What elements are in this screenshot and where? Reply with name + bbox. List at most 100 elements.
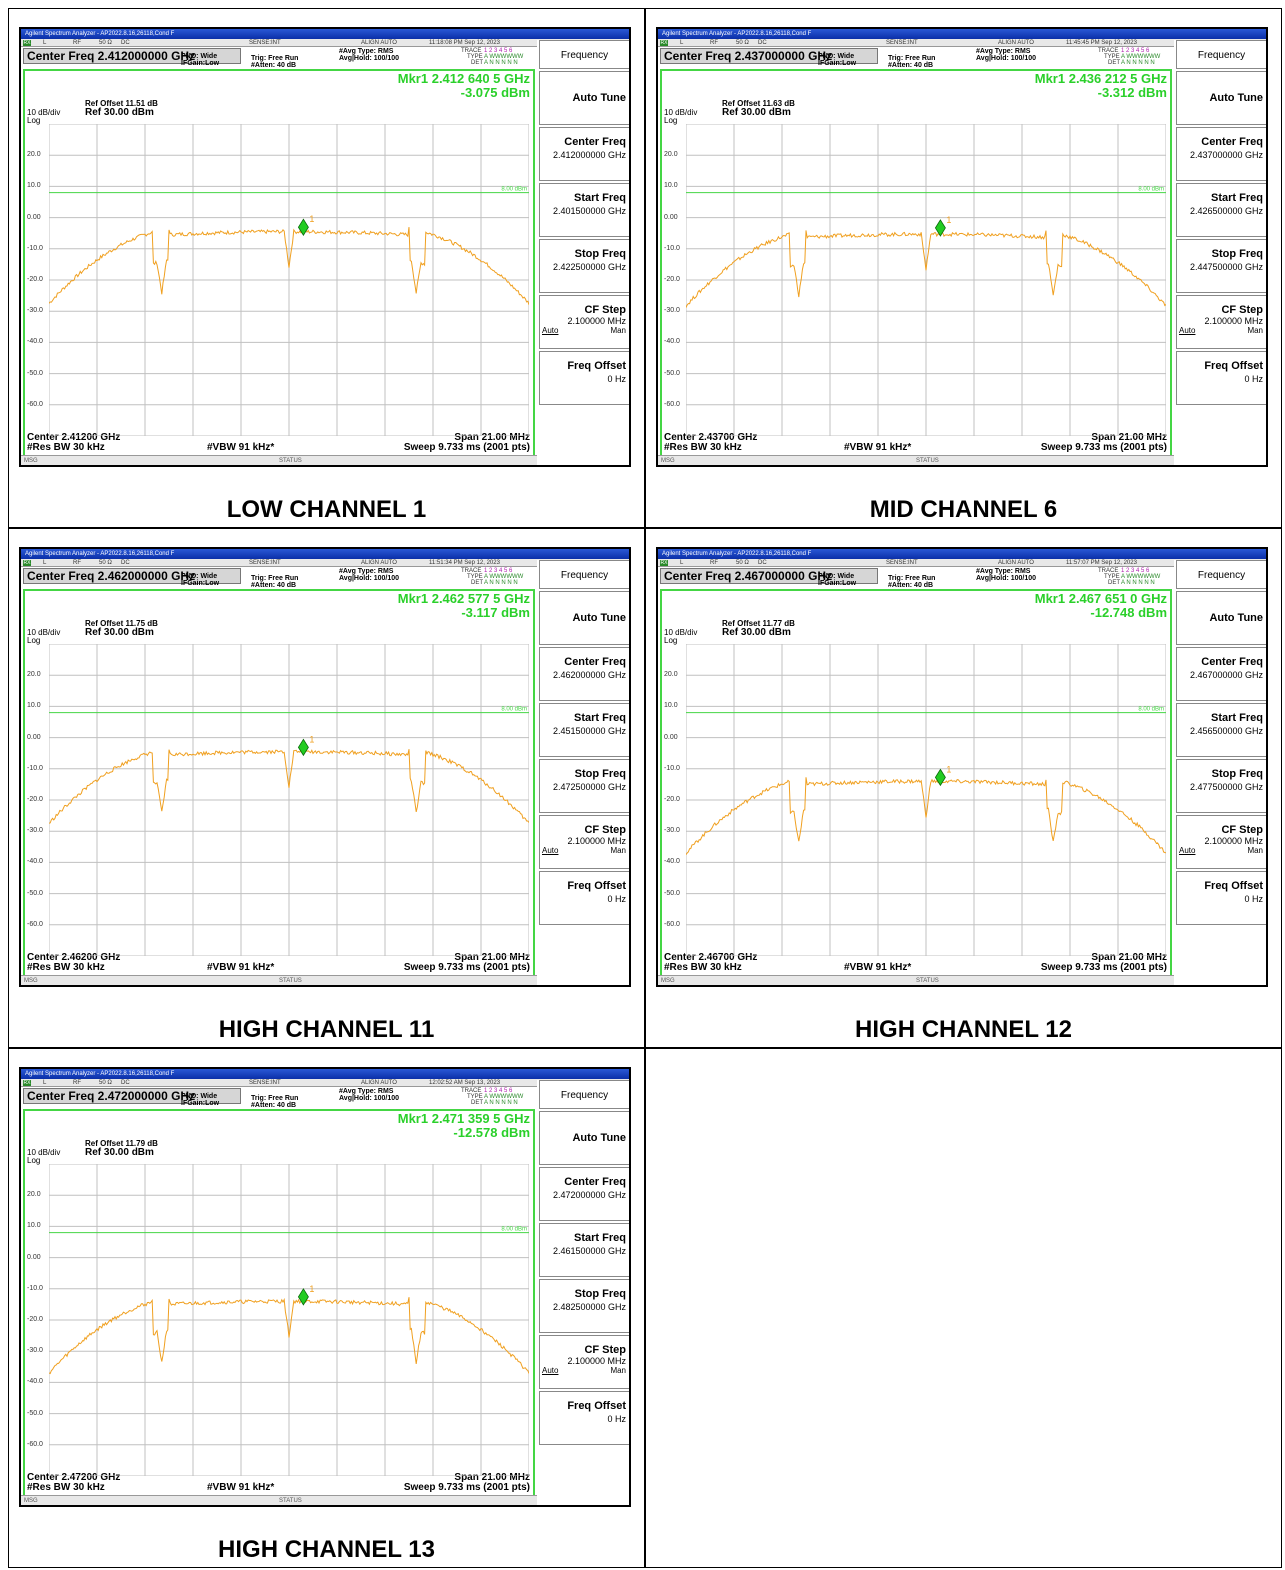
avg-type-label: #Avg Type: RMS	[339, 48, 394, 55]
auto-man-toggle[interactable]: Auto Man	[540, 1366, 626, 1375]
stop-freq-button[interactable]: Stop Freq 2.422500000 GHz	[539, 239, 629, 293]
marker-1[interactable]	[297, 738, 309, 757]
center-freq-button[interactable]: Center Freq 2.462000000 GHz	[539, 647, 629, 701]
y-tick-label: -30.0	[27, 307, 43, 315]
timestamp: 12:02:52 AM Sep 13, 2023	[429, 1080, 501, 1086]
center-freq-button[interactable]: Center Freq 2.467000000 GHz	[1176, 647, 1266, 701]
marker-level-readout: -3.312 dBm	[1097, 85, 1167, 100]
auto-man-toggle[interactable]: Auto Man	[1177, 326, 1263, 335]
cf-step-value: 2.100000 MHz	[1204, 316, 1263, 326]
status-label: STATUS	[279, 458, 302, 464]
stop-freq-button[interactable]: Stop Freq 2.447500000 GHz	[1176, 239, 1266, 293]
start-freq-button[interactable]: Start Freq 2.456500000 GHz	[1176, 703, 1266, 757]
res-bw-label: #Res BW 30 kHz	[664, 962, 742, 973]
cf-step-button[interactable]: CF Step 2.100000 MHz Auto Man	[1176, 815, 1266, 869]
spectrum-display: Mkr1 2.467 651 0 GHz -12.748 dBm Ref Offse…	[660, 589, 1172, 977]
toolbar-sense: SENSE:INT	[886, 40, 918, 46]
auto-option[interactable]: Auto	[1179, 326, 1196, 335]
auto-option[interactable]: Auto	[542, 1366, 559, 1375]
stop-freq-value: 2.472500000 GHz	[552, 782, 626, 792]
center-freq-button[interactable]: Center Freq 2.412000000 GHz	[539, 127, 629, 181]
auto-man-toggle[interactable]: Auto Man	[540, 846, 626, 855]
center-freq-display[interactable]: Center Freq 2.437000000 GHz	[660, 48, 878, 64]
center-freq-button[interactable]: Center Freq 2.437000000 GHz	[1176, 127, 1266, 181]
stop-freq-value: 2.447500000 GHz	[1189, 262, 1263, 272]
start-freq-button-label: Start Freq	[574, 1232, 626, 1244]
cf-step-button[interactable]: CF Step 2.100000 MHz Auto Man	[539, 295, 629, 349]
center-freq-display[interactable]: Center Freq 2.412000000 GHz	[23, 48, 241, 64]
spectrum-plot: 8.00 dBm 1	[49, 124, 529, 436]
center-freq-display[interactable]: Center Freq 2.462000000 GHz	[23, 568, 241, 584]
freq-offset-button[interactable]: Freq Offset 0 Hz	[1176, 871, 1266, 925]
auto-tune-button-label: Auto Tune	[1209, 92, 1263, 104]
auto-tune-button[interactable]: Auto Tune	[539, 1111, 629, 1165]
cf-step-button-label: CF Step	[1221, 304, 1263, 316]
trace-label: TRACE	[1098, 48, 1119, 54]
res-bw-label: #Res BW 30 kHz	[27, 962, 105, 973]
man-option[interactable]: Man	[610, 846, 626, 855]
type-values: A WWWWWW	[1121, 54, 1161, 60]
man-option[interactable]: Man	[1247, 846, 1263, 855]
auto-man-toggle[interactable]: Auto Man	[540, 326, 626, 335]
marker-1[interactable]	[934, 768, 946, 787]
freq-offset-button[interactable]: Freq Offset 0 Hz	[539, 1391, 629, 1445]
y-tick-label: -30.0	[27, 827, 43, 835]
freq-offset-button[interactable]: Freq Offset 0 Hz	[1176, 351, 1266, 405]
cf-step-button[interactable]: CF Step 2.100000 MHz Auto Man	[539, 815, 629, 869]
auto-tune-button[interactable]: Auto Tune	[539, 591, 629, 645]
toolbar-align: ALIGN AUTO	[361, 560, 397, 566]
auto-tune-button[interactable]: Auto Tune	[539, 71, 629, 125]
marker-1[interactable]	[297, 218, 309, 236]
auto-option[interactable]: Auto	[542, 846, 559, 855]
man-option[interactable]: Man	[610, 326, 626, 335]
stop-freq-button[interactable]: Stop Freq 2.482500000 GHz	[539, 1279, 629, 1333]
man-option[interactable]: Man	[610, 1366, 626, 1375]
trace-values: 1 2 3 4 5 6	[484, 48, 513, 54]
pno-label: PNO: Wide	[181, 53, 218, 60]
stop-freq-button[interactable]: Stop Freq 2.472500000 GHz	[539, 759, 629, 813]
cf-step-value: 2.100000 MHz	[1204, 836, 1263, 846]
auto-tune-button[interactable]: Auto Tune	[1176, 71, 1266, 125]
start-freq-button[interactable]: Start Freq 2.426500000 GHz	[1176, 183, 1266, 237]
freq-offset-button[interactable]: Freq Offset 0 Hz	[539, 871, 629, 925]
toolbar-dc: DC	[121, 40, 130, 46]
spectrum-display: Mkr1 2.436 212 5 GHz -3.312 dBm Ref Offset…	[660, 69, 1172, 457]
type-values: A WWWWWW	[1121, 574, 1161, 580]
cf-step-button-label: CF Step	[584, 304, 626, 316]
toolbar-dc: DC	[121, 560, 130, 566]
auto-tune-button[interactable]: Auto Tune	[1176, 591, 1266, 645]
cf-step-button[interactable]: CF Step 2.100000 MHz Auto Man	[539, 1335, 629, 1389]
freq-offset-button[interactable]: Freq Offset 0 Hz	[539, 351, 629, 405]
start-freq-button[interactable]: Start Freq 2.451500000 GHz	[539, 703, 629, 757]
status-bar: MSG STATUS	[21, 975, 629, 985]
stop-freq-button[interactable]: Stop Freq 2.477500000 GHz	[1176, 759, 1266, 813]
scale-label: 10 dB/div	[27, 1148, 61, 1157]
cf-step-button[interactable]: CF Step 2.100000 MHz Auto Man	[1176, 295, 1266, 349]
rx-indicator: RX	[23, 40, 31, 46]
center-freq-button-label: Center Freq	[564, 656, 626, 668]
marker-1[interactable]	[934, 219, 946, 237]
auto-option[interactable]: Auto	[1179, 846, 1196, 855]
auto-tune-button-label: Auto Tune	[572, 92, 626, 104]
window-title: Agilent Spectrum Analyzer - AP2022.8.16,…	[658, 549, 1266, 559]
marker-1[interactable]	[297, 1288, 309, 1306]
auto-man-toggle[interactable]: Auto Man	[1177, 846, 1263, 855]
center-freq-display[interactable]: Center Freq 2.472000000 GHz	[23, 1088, 241, 1104]
timestamp: 11:18:08 PM Sep 12, 2023	[429, 40, 500, 46]
start-freq-button[interactable]: Start Freq 2.401500000 GHz	[539, 183, 629, 237]
man-option[interactable]: Man	[1247, 326, 1263, 335]
stop-freq-button-label: Stop Freq	[1211, 768, 1263, 780]
res-bw-label: #Res BW 30 kHz	[664, 442, 742, 453]
trace-values: 1 2 3 4 5 6	[484, 568, 513, 574]
y-tick-label: -30.0	[664, 827, 680, 835]
center-freq-button[interactable]: Center Freq 2.472000000 GHz	[539, 1167, 629, 1221]
start-freq-button[interactable]: Start Freq 2.461500000 GHz	[539, 1223, 629, 1277]
auto-option[interactable]: Auto	[542, 326, 559, 335]
center-freq-button-label: Center Freq	[564, 1176, 626, 1188]
trace-values: 1 2 3 4 5 6	[484, 1088, 513, 1094]
ifgain-label: IFGain:Low	[181, 580, 220, 587]
marker-number: 1	[946, 215, 951, 225]
type-label: TYPE	[467, 54, 483, 60]
center-freq-display[interactable]: Center Freq 2.467000000 GHz	[660, 568, 878, 584]
cf-step-button-label: CF Step	[1221, 824, 1263, 836]
